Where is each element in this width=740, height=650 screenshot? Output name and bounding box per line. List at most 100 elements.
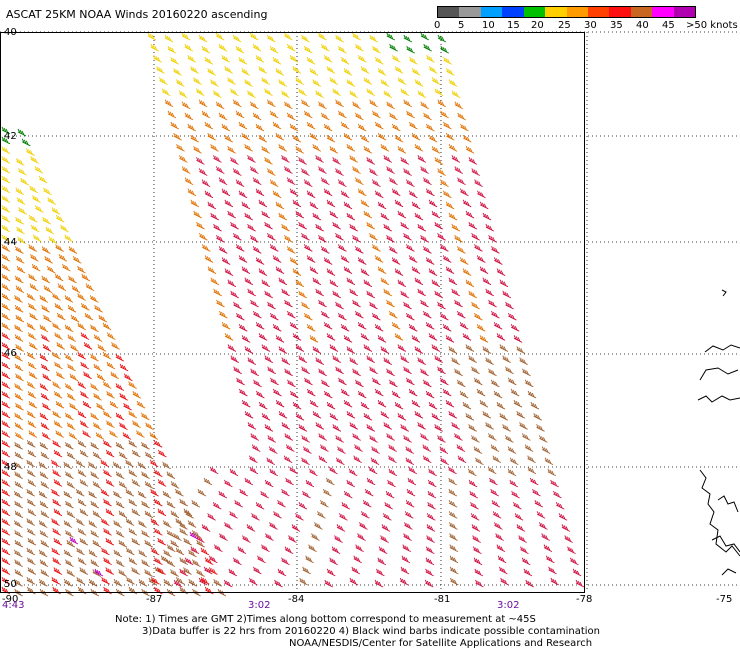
wind-barb <box>101 577 110 585</box>
wind-barb <box>92 451 102 460</box>
wind-barb <box>426 513 436 521</box>
wind-barb <box>468 355 477 363</box>
wind-barb <box>100 488 110 497</box>
wind-barb <box>309 132 319 141</box>
wind-barb <box>446 68 455 76</box>
wind-barb <box>391 257 401 265</box>
wind-barb <box>291 524 301 532</box>
wind-barb <box>431 77 441 85</box>
wind-barb <box>428 66 438 74</box>
wind-barb <box>195 88 205 97</box>
wind-barb <box>284 433 294 441</box>
wind-barb <box>238 190 248 199</box>
wind-barb <box>21 138 31 147</box>
wind-barb <box>278 144 287 152</box>
wind-barb <box>449 544 459 553</box>
wind-barb <box>27 557 36 566</box>
wind-barb <box>1 420 11 429</box>
wind-barb <box>161 88 171 97</box>
wind-barb <box>428 333 438 341</box>
wind-barb <box>420 32 430 41</box>
wind-barb <box>1 371 11 380</box>
wind-barb <box>308 544 317 553</box>
wind-barb <box>482 277 492 286</box>
colorbar-swatch <box>652 7 674 17</box>
wind-barb <box>403 34 413 43</box>
colorbar-swatch <box>523 7 546 17</box>
wind-barb <box>386 101 395 110</box>
wind-barb <box>425 546 435 555</box>
wind-barb <box>166 471 176 479</box>
wind-barb <box>46 265 56 274</box>
wind-barb <box>215 101 225 110</box>
wind-barb <box>40 393 50 401</box>
wind-barb <box>246 524 256 532</box>
wind-barb <box>82 430 91 438</box>
wind-barb <box>84 312 94 321</box>
note-line-1: Note: 1) Times are GMT 2)Times along bot… <box>115 614 536 625</box>
wind-barb <box>98 314 108 323</box>
wind-barb <box>79 449 89 458</box>
wind-barb <box>485 223 495 232</box>
wind-barb <box>298 290 307 299</box>
wind-barb <box>355 43 364 52</box>
wind-barb <box>14 588 23 597</box>
wind-barb <box>213 155 222 163</box>
wind-barb <box>353 555 362 564</box>
wind-barb <box>255 257 265 265</box>
wind-barb <box>363 146 373 154</box>
wind-barb <box>103 469 112 477</box>
wind-barb <box>90 324 99 333</box>
wind-barb <box>403 99 412 108</box>
wind-barb <box>207 68 216 76</box>
wind-barb <box>471 233 480 241</box>
wind-barb <box>65 441 74 450</box>
wind-barb <box>394 134 404 143</box>
wind-barb <box>109 430 118 438</box>
wind-barb <box>40 422 50 431</box>
wind-barb <box>306 323 316 332</box>
wind-barb <box>405 457 415 466</box>
wind-barb <box>192 530 201 538</box>
wind-barb <box>522 433 531 441</box>
wind-barb <box>1 508 11 517</box>
wind-barb <box>52 498 61 507</box>
wind-barb <box>77 322 87 331</box>
wind-barb <box>270 377 279 386</box>
colorbar-label: 15 <box>507 20 520 31</box>
wind-barb <box>196 157 205 165</box>
wind-barb <box>32 195 41 203</box>
wind-barb <box>41 334 50 342</box>
wind-barb <box>508 312 517 321</box>
wind-barb <box>43 314 52 323</box>
wind-barb <box>509 479 519 488</box>
wind-barb <box>179 498 188 507</box>
wind-barb <box>400 566 410 575</box>
wind-barb <box>14 481 24 489</box>
wind-barb <box>298 88 307 97</box>
wind-barb <box>411 132 421 141</box>
wind-barb <box>1 479 11 487</box>
wind-barb <box>474 244 483 252</box>
wind-barb <box>187 123 197 132</box>
wind-barb <box>369 435 378 443</box>
wind-barb <box>90 559 100 568</box>
wind-barb <box>426 123 435 132</box>
wind-barb <box>40 363 50 372</box>
wind-barb <box>272 323 282 332</box>
wind-barb <box>394 333 404 341</box>
wind-barb <box>160 555 170 564</box>
wind-barb <box>437 34 447 43</box>
wind-barb <box>123 402 132 411</box>
wind-barb <box>144 569 153 577</box>
wind-barb <box>264 88 273 97</box>
wind-barb <box>425 188 435 197</box>
wind-barb <box>527 466 537 475</box>
wind-barb <box>366 355 375 363</box>
wind-barb <box>357 257 367 265</box>
wind-barb <box>14 579 23 587</box>
wind-barb <box>218 490 228 499</box>
wind-barb <box>383 357 392 365</box>
wind-barb <box>281 155 290 163</box>
wind-barb <box>234 499 243 508</box>
